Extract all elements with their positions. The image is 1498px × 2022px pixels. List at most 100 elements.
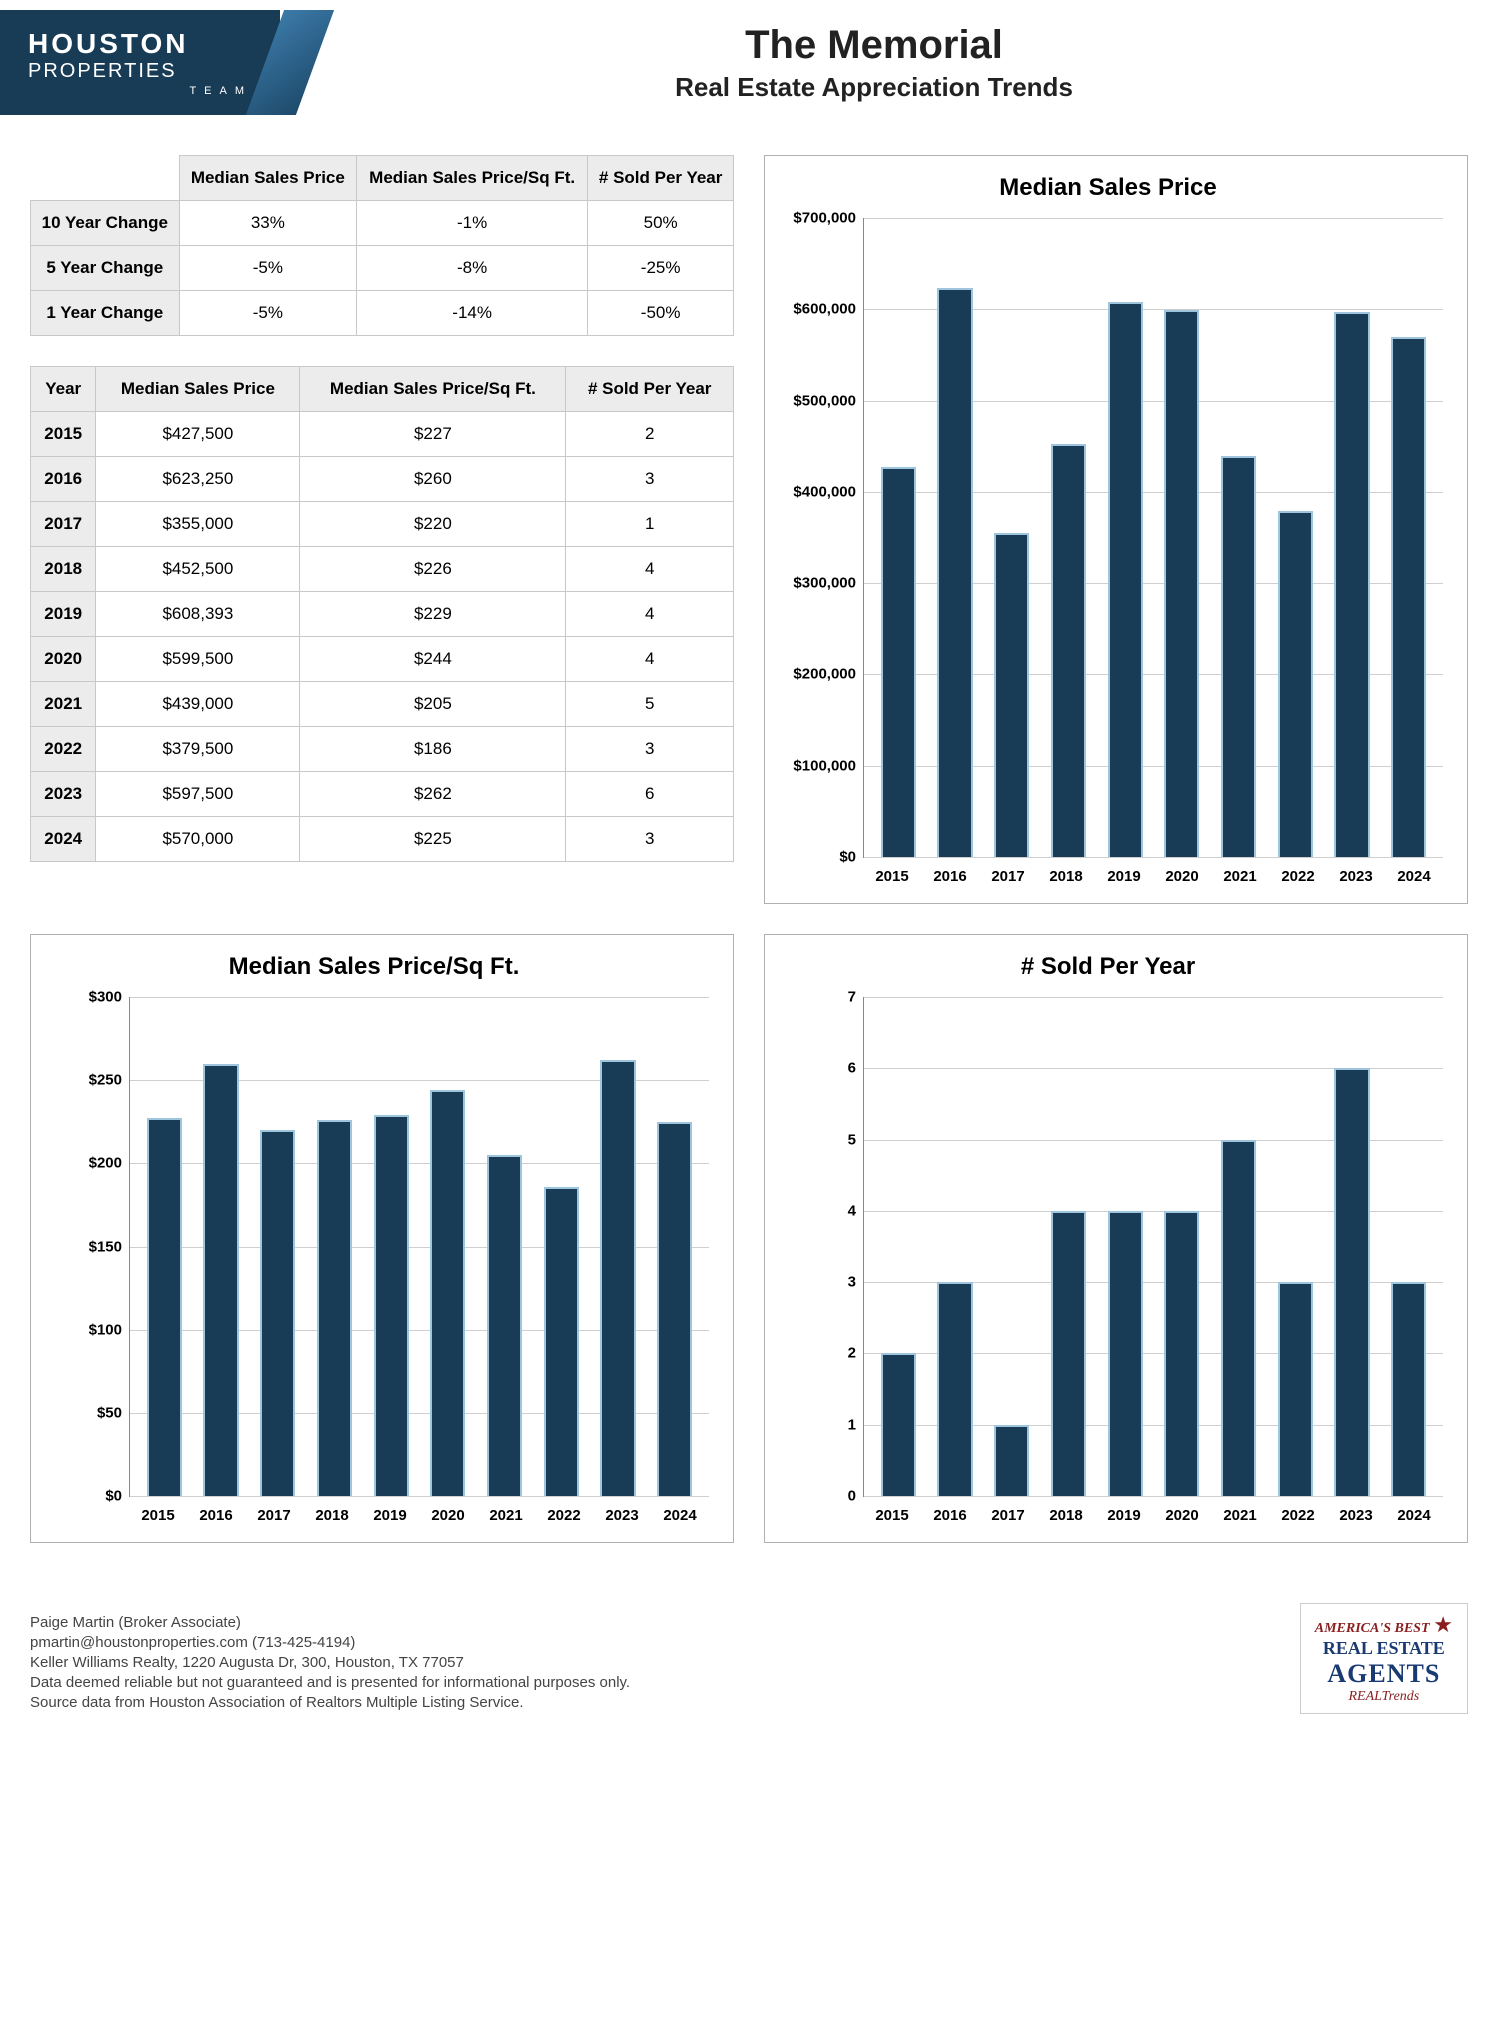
- y-tick-label: 5: [848, 1131, 864, 1148]
- x-tick-label: 2016: [921, 1507, 979, 1524]
- x-tick-label: 2020: [1153, 1507, 1211, 1524]
- page-subtitle: Real Estate Appreciation Trends: [280, 72, 1468, 103]
- table-cell: 1: [566, 502, 734, 547]
- y-tick-label: $50: [97, 1404, 130, 1421]
- table-cell: $260: [300, 457, 566, 502]
- table-cell: 3: [566, 817, 734, 862]
- bar: [317, 1120, 352, 1496]
- table-cell: -1%: [357, 201, 588, 246]
- x-tick-label: 2017: [979, 868, 1037, 885]
- col-header: Median Sales Price/Sq Ft.: [357, 156, 588, 201]
- page-title: The Memorial: [280, 23, 1468, 68]
- table-cell: $205: [300, 682, 566, 727]
- x-tick-label: 2017: [979, 1507, 1037, 1524]
- y-tick-label: $100: [89, 1321, 130, 1338]
- table-cell: -8%: [357, 246, 588, 291]
- x-tick-label: 2024: [651, 1507, 709, 1524]
- y-tick-label: 0: [848, 1488, 864, 1505]
- row-header: 2019: [31, 592, 96, 637]
- x-tick-label: 2020: [419, 1507, 477, 1524]
- x-tick-label: 2015: [129, 1507, 187, 1524]
- row-header: 1 Year Change: [31, 291, 180, 336]
- bar: [147, 1118, 182, 1496]
- bar: [1278, 511, 1313, 857]
- header: HOUSTON PROPERTIES TEAM The Memorial Rea…: [0, 0, 1498, 135]
- bar: [374, 1115, 409, 1496]
- bar: [1391, 1282, 1426, 1496]
- bar: [994, 1425, 1029, 1496]
- bar: [881, 467, 916, 857]
- bar: [260, 1130, 295, 1496]
- col-header: Median Sales Price/Sq Ft.: [300, 367, 566, 412]
- x-tick-label: 2021: [1211, 1507, 1269, 1524]
- logo-line1: HOUSTON: [28, 28, 252, 60]
- row-header: 5 Year Change: [31, 246, 180, 291]
- footer-line: Source data from Houston Association of …: [30, 1694, 630, 1711]
- bar: [881, 1353, 916, 1496]
- bar: [600, 1060, 635, 1496]
- table-cell: 4: [566, 592, 734, 637]
- table-cell: $570,000: [96, 817, 300, 862]
- table-cell: -5%: [179, 291, 356, 336]
- bar: [1391, 337, 1426, 857]
- footer-text: Paige Martin (Broker Associate)pmartin@h…: [30, 1614, 630, 1714]
- x-tick-label: 2016: [921, 868, 979, 885]
- y-tick-label: $0: [839, 849, 864, 866]
- bar: [937, 288, 972, 857]
- x-tick-label: 2022: [535, 1507, 593, 1524]
- bar: [657, 1122, 692, 1496]
- y-tick-label: $100,000: [793, 757, 864, 774]
- table-cell: 3: [566, 727, 734, 772]
- x-tick-label: 2015: [863, 1507, 921, 1524]
- bar: [1334, 312, 1369, 857]
- yearly-table: Year Median Sales Price Median Sales Pri…: [30, 366, 734, 862]
- footer-badge: AMERICA'S BEST ★ REAL ESTATE AGENTS REAL…: [1300, 1603, 1468, 1714]
- logo: HOUSTON PROPERTIES TEAM: [0, 10, 280, 115]
- table-cell: -14%: [357, 291, 588, 336]
- x-tick-label: 2015: [863, 868, 921, 885]
- row-header: 2023: [31, 772, 96, 817]
- row-header: 10 Year Change: [31, 201, 180, 246]
- bar: [1334, 1068, 1369, 1496]
- bar: [937, 1282, 972, 1496]
- bar: [203, 1064, 238, 1496]
- bar: [1051, 1211, 1086, 1496]
- logo-line3: TEAM: [28, 85, 252, 97]
- table-cell: 50%: [588, 201, 734, 246]
- x-tick-label: 2020: [1153, 868, 1211, 885]
- x-tick-label: 2018: [1037, 868, 1095, 885]
- x-tick-label: 2023: [1327, 1507, 1385, 1524]
- chart-title: # Sold Per Year: [773, 953, 1443, 981]
- y-tick-label: $250: [89, 1072, 130, 1089]
- chart-title: Median Sales Price: [773, 174, 1443, 202]
- bar: [1164, 310, 1199, 857]
- table-cell: -5%: [179, 246, 356, 291]
- y-tick-label: $600,000: [793, 301, 864, 318]
- sold-chart: # Sold Per Year 01234567 201520162017201…: [764, 934, 1468, 1543]
- bar: [994, 533, 1029, 857]
- table-cell: $355,000: [96, 502, 300, 547]
- gridline: $0: [130, 1496, 709, 1497]
- table-cell: 4: [566, 637, 734, 682]
- table-cell: 6: [566, 772, 734, 817]
- row-header: 2016: [31, 457, 96, 502]
- table-cell: -25%: [588, 246, 734, 291]
- bar: [544, 1187, 579, 1496]
- footer: Paige Martin (Broker Associate)pmartin@h…: [0, 1573, 1498, 1734]
- bar: [1108, 1211, 1143, 1496]
- y-tick-label: $500,000: [793, 392, 864, 409]
- x-tick-label: 2019: [1095, 1507, 1153, 1524]
- x-tick-label: 2023: [593, 1507, 651, 1524]
- y-tick-label: 3: [848, 1274, 864, 1291]
- table-cell: $262: [300, 772, 566, 817]
- table-cell: $608,393: [96, 592, 300, 637]
- gridline: 0: [864, 1496, 1443, 1497]
- y-tick-label: $700,000: [793, 210, 864, 227]
- table-cell: $226: [300, 547, 566, 592]
- bar: [1221, 456, 1256, 857]
- row-header: 2022: [31, 727, 96, 772]
- table-cell: $427,500: [96, 412, 300, 457]
- bar: [1221, 1140, 1256, 1496]
- chart-title: Median Sales Price/Sq Ft.: [39, 953, 709, 981]
- table-cell: $439,000: [96, 682, 300, 727]
